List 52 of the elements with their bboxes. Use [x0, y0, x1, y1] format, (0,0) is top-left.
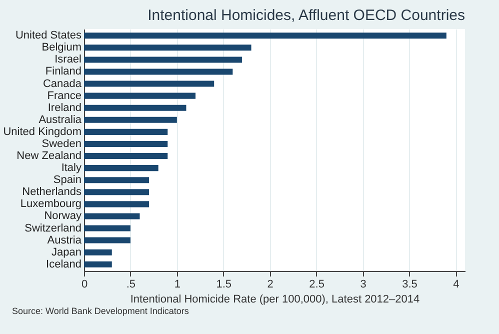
bar: [84, 153, 168, 160]
x-tick-label: 0: [81, 278, 88, 290]
y-tick-label: New Zealand: [16, 150, 82, 162]
bar: [84, 68, 233, 75]
y-tick-label: Norway: [44, 210, 82, 222]
bar: [84, 32, 446, 39]
bar: [84, 165, 158, 172]
y-tick-label: Netherlands: [22, 186, 82, 198]
x-tick-label: 1.5: [216, 278, 232, 290]
chart-title: Intentional Homicides, Affluent OECD Countries: [148, 7, 465, 24]
bar: [84, 80, 214, 87]
bar: [84, 189, 150, 196]
y-tick-label: Spain: [53, 174, 82, 186]
y-tick-label: Austria: [47, 234, 82, 246]
bar: [84, 104, 186, 111]
source-note: Source: World Bank Development Indicators: [12, 306, 189, 316]
y-tick-label: Luxembourg: [20, 198, 82, 210]
y-tick-label: Israel: [54, 54, 82, 66]
y-tick-label: Australia: [38, 114, 82, 126]
x-tick-label: 2.5: [309, 278, 324, 290]
bar: [84, 128, 168, 135]
bar: [84, 56, 242, 63]
x-tick-label: 3: [360, 278, 366, 290]
bar: [84, 213, 140, 220]
bar: [84, 201, 150, 208]
bar: [84, 177, 150, 184]
bar: [84, 261, 112, 268]
x-tick-label: 2: [267, 278, 274, 290]
y-tick-label: Switzerland: [24, 222, 82, 234]
y-tick-label: Iceland: [46, 258, 82, 270]
x-tick-label: 4: [453, 278, 460, 290]
x-tick-label: 1: [174, 278, 180, 290]
x-axis-title: Intentional Homicide Rate (per 100,000), Latest 2012–2014: [130, 294, 420, 306]
y-tick-label: Canada: [42, 78, 82, 90]
y-tick-label: United States: [15, 30, 82, 42]
y-tick-label: Italy: [61, 162, 82, 174]
bar: [84, 140, 168, 147]
bar: [84, 116, 177, 123]
y-tick-label: Japan: [52, 246, 82, 258]
bar: [84, 249, 112, 256]
x-tick-label: .5: [126, 278, 136, 290]
y-tick-label: Belgium: [42, 42, 82, 54]
y-tick-label: Finland: [45, 66, 82, 78]
bar: [84, 92, 196, 99]
y-tick-label: United Kingdom: [3, 126, 82, 138]
bar: [84, 44, 252, 51]
y-tick-label: Sweden: [42, 138, 82, 150]
y-tick-label: Ireland: [48, 102, 82, 114]
bar: [84, 237, 130, 244]
x-tick-label: 3.5: [402, 278, 418, 290]
bar: [84, 225, 130, 232]
y-tick-label: France: [47, 90, 82, 102]
